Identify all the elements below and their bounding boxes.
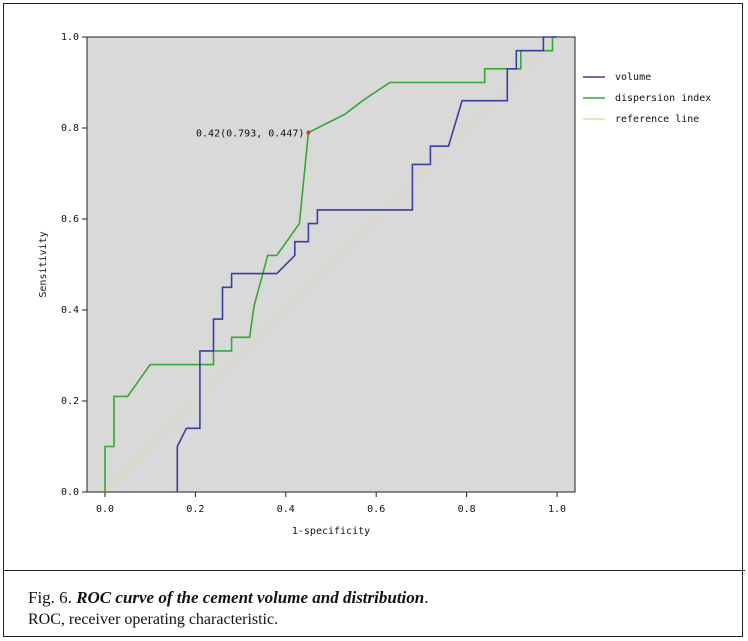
x-tick-label: 1.0: [548, 504, 566, 515]
y-tick-label: 1.0: [61, 32, 79, 43]
figure-title: ROC curve of the cement volume and distr…: [76, 588, 425, 607]
y-tick-label: 0.2: [61, 396, 79, 407]
series-layer: [104, 36, 558, 493]
x-tick-label: 0.6: [367, 504, 385, 515]
axes: 0.0 0.2 0.4 0.6 0.8 1.0 0.0 0.2 0.4 0.6 0.8 1.0 1-sp…: [38, 32, 566, 537]
y-tick-label: 0.4: [61, 305, 79, 316]
y-tick-label: 0.0: [61, 487, 79, 498]
figure-caption: Fig. 6. ROC curve of the cement volume a…: [28, 587, 728, 609]
legend-label: reference line: [615, 114, 699, 125]
x-tick-label: 0.2: [186, 504, 204, 515]
legend: volume dispersion index reference line: [583, 72, 711, 125]
legend-label: dispersion index: [615, 93, 711, 104]
caption-note: ROC, receiver operating characteristic.: [28, 611, 279, 628]
figure-label: Fig. 6.: [28, 588, 72, 607]
annotation-layer: 0.42(0.793, 0.447): [196, 129, 311, 140]
series-line-volume: [176, 36, 557, 492]
x-tick-label: 0.4: [277, 504, 295, 515]
x-tick-label: 0.0: [96, 504, 114, 515]
caption-divider: [3, 570, 745, 571]
series-line-reference-line: [104, 36, 558, 493]
y-tick-label: 0.8: [61, 123, 79, 134]
cutoff-point: [306, 130, 311, 135]
x-axis-title: 1-specificity: [292, 526, 370, 537]
cutoff-label: 0.42(0.793, 0.447): [196, 129, 304, 140]
figure-title-end: .: [424, 588, 429, 607]
y-tick-label: 0.6: [61, 214, 79, 225]
x-tick-label: 0.8: [458, 504, 476, 515]
legend-label: volume: [615, 72, 651, 83]
y-axis-title: Sensitivity: [38, 231, 49, 297]
roc-chart: 0.0 0.2 0.4 0.6 0.8 1.0 0.0 0.2 0.4 0.6 0.8 1.0 1-sp…: [38, 32, 711, 537]
